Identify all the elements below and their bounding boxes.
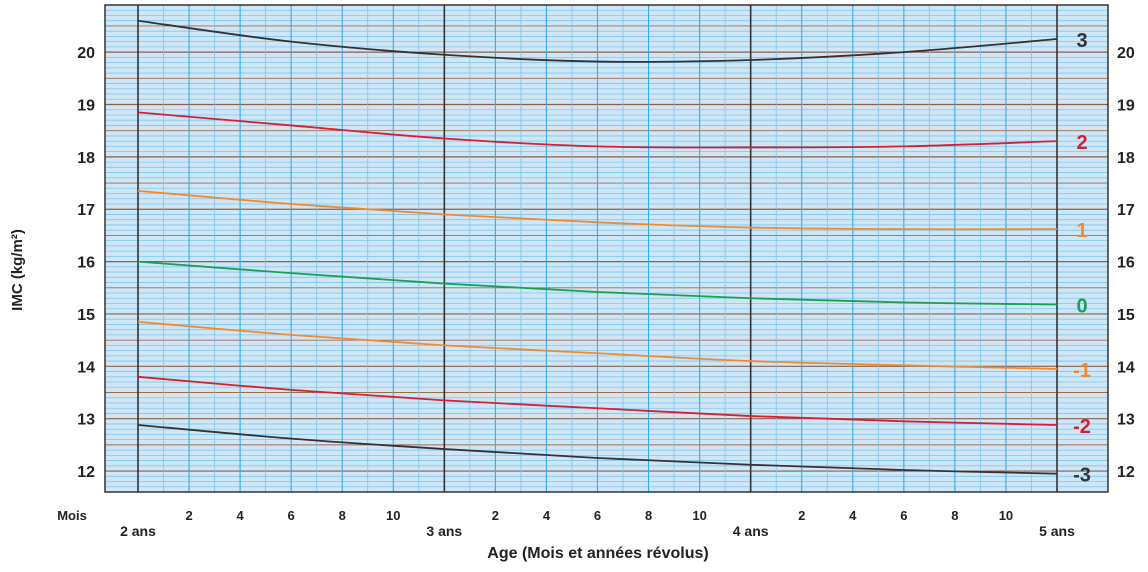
year-tick-label: 4 ans bbox=[733, 523, 769, 539]
plot-background bbox=[105, 5, 1108, 492]
month-tick-label: 8 bbox=[951, 508, 958, 523]
series-label: 3 bbox=[1076, 30, 1087, 52]
month-tick-label: 6 bbox=[594, 508, 601, 523]
y-tick-label-left: 20 bbox=[77, 45, 95, 62]
series-line-0 bbox=[137, 260, 1058, 306]
month-tick-label: 10 bbox=[999, 508, 1013, 523]
y-axis-label: IMC (kg/m²) bbox=[9, 229, 26, 311]
series-line-1 bbox=[137, 190, 1058, 231]
y-tick-label-right: 12 bbox=[1117, 464, 1135, 481]
series-line-3 bbox=[137, 19, 1058, 63]
series-label: 2 bbox=[1076, 132, 1087, 154]
plot-frame bbox=[104, 4, 1109, 493]
x-axis-label: Age (Mois et années révolus) bbox=[487, 545, 708, 562]
year-tick-label: 2 ans bbox=[120, 523, 156, 539]
series-label: -2 bbox=[1073, 416, 1091, 438]
y-tick-label-left: 13 bbox=[77, 412, 95, 429]
series-line--2 bbox=[137, 375, 1058, 426]
y-tick-label-right: 15 bbox=[1117, 307, 1135, 324]
year-tick-label: 3 ans bbox=[426, 523, 462, 539]
month-tick-label: 4 bbox=[236, 508, 244, 523]
series-line-2 bbox=[137, 111, 1058, 149]
y-tick-label-right: 18 bbox=[1117, 150, 1135, 167]
series-label: 1 bbox=[1076, 220, 1087, 242]
y-tick-label-left: 15 bbox=[77, 307, 95, 324]
month-tick-label: 2 bbox=[798, 508, 805, 523]
y-tick-label-right: 19 bbox=[1117, 97, 1135, 114]
series-line--1 bbox=[137, 320, 1058, 370]
y-tick-label-right: 16 bbox=[1117, 255, 1135, 272]
month-tick-label: 8 bbox=[339, 508, 346, 523]
series-label: -1 bbox=[1073, 360, 1091, 382]
series-label: -3 bbox=[1073, 465, 1091, 487]
month-tick-label: 2 bbox=[492, 508, 499, 523]
chart-series bbox=[137, 19, 1058, 475]
y-tick-label-right: 14 bbox=[1117, 359, 1135, 376]
month-tick-label: 6 bbox=[288, 508, 295, 523]
month-tick-label: 4 bbox=[543, 508, 551, 523]
y-tick-label-left: 18 bbox=[77, 150, 95, 167]
y-tick-label-right: 17 bbox=[1117, 202, 1135, 219]
month-tick-label: 8 bbox=[645, 508, 652, 523]
month-tick-label: 4 bbox=[849, 508, 857, 523]
series-line--3 bbox=[137, 424, 1058, 475]
y-tick-label-right: 13 bbox=[1117, 412, 1135, 429]
month-tick-label: 6 bbox=[900, 508, 907, 523]
y-tick-label-left: 14 bbox=[77, 359, 95, 376]
y-tick-label-left: 17 bbox=[77, 202, 95, 219]
month-tick-label: 2 bbox=[185, 508, 192, 523]
y-tick-label-left: 16 bbox=[77, 255, 95, 272]
month-tick-label: 10 bbox=[692, 508, 706, 523]
month-row-label: Mois bbox=[57, 508, 87, 523]
series-label: 0 bbox=[1076, 296, 1087, 318]
chart-grid bbox=[105, 4, 1108, 493]
y-tick-label-left: 19 bbox=[77, 97, 95, 114]
y-tick-label-right: 20 bbox=[1117, 45, 1135, 62]
y-tick-label-left: 12 bbox=[77, 464, 95, 481]
month-tick-label: 10 bbox=[386, 508, 400, 523]
year-tick-label: 5 ans bbox=[1039, 523, 1075, 539]
